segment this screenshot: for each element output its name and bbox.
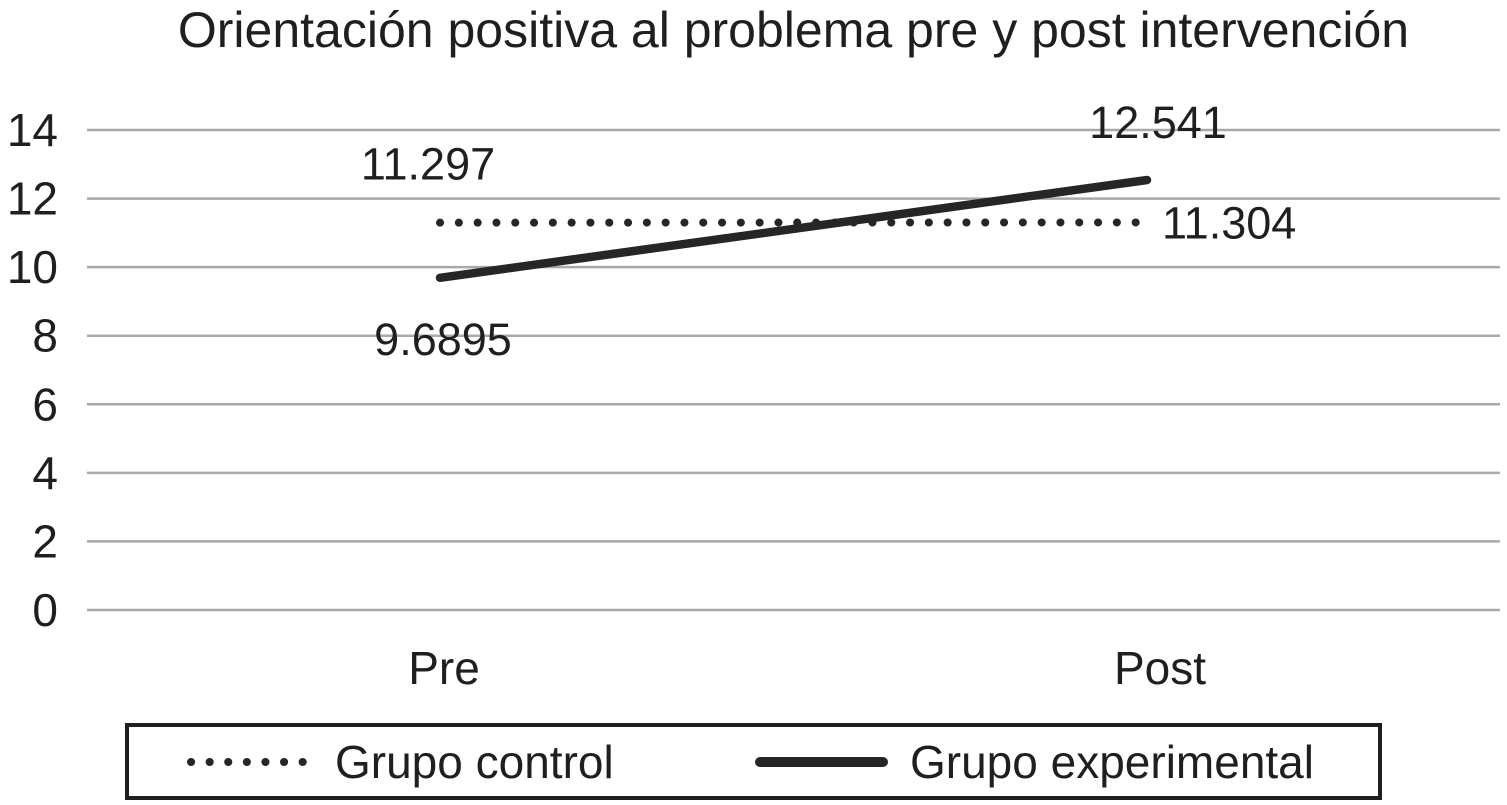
y-tick-label: 8 — [32, 310, 58, 362]
y-tick-label: 10 — [7, 241, 58, 293]
data-label: 9.6895 — [374, 314, 512, 365]
data-label: 11.304 — [1162, 197, 1296, 248]
chart-title: Orientación positiva al problema pre y p… — [177, 2, 1410, 58]
y-tick-label: 14 — [7, 104, 58, 156]
legend: Grupo control Grupo experimental — [125, 723, 1382, 800]
data-label: 11.297 — [361, 139, 495, 190]
legend-entry-grupo-control: Grupo control — [186, 727, 614, 796]
solid-line-icon — [755, 756, 888, 767]
y-tick-label: 6 — [32, 378, 58, 430]
x-axis-label: Pre — [408, 642, 480, 694]
y-tick-label: 2 — [32, 515, 58, 567]
y-tick-label: 0 — [32, 584, 58, 636]
legend-label: Grupo control — [335, 735, 614, 788]
y-tick-label: 12 — [7, 173, 58, 225]
legend-label: Grupo experimental — [910, 735, 1314, 788]
legend-entry-grupo-experimental: Grupo experimental — [755, 727, 1314, 796]
x-axis-label: Post — [1114, 642, 1206, 694]
series-line-grupo-experimental — [435, 175, 1152, 283]
data-label: 12.541 — [1089, 97, 1227, 148]
y-tick-label: 4 — [32, 447, 58, 499]
dotted-line-icon — [187, 757, 309, 766]
